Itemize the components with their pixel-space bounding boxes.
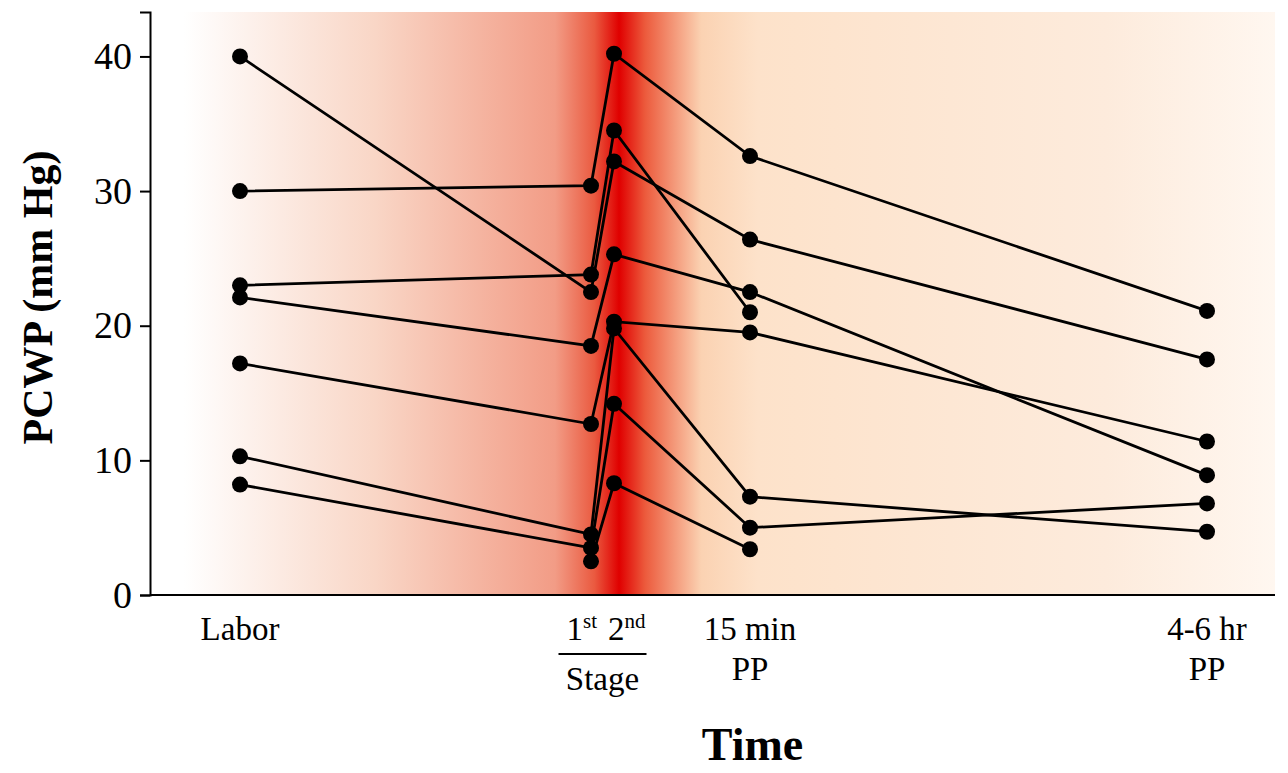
x-tick-label: 4-6 hrPP (1167, 611, 1247, 687)
x-axis-line (150, 594, 1275, 596)
data-point (583, 416, 599, 432)
x-tick-label: 1st (566, 609, 597, 647)
data-point (232, 448, 248, 464)
y-tick: 0 (113, 574, 150, 616)
y-tick-mark (140, 460, 150, 462)
y-tick: 10 (94, 439, 150, 481)
data-point (232, 183, 248, 199)
y-tick-label: 30 (94, 170, 132, 212)
y-axis-title: PCWP (mm Hg) (15, 151, 62, 445)
data-point (1199, 351, 1215, 367)
data-point (606, 46, 622, 62)
chart: 0 10 20 30 40 Labor 1st 2nd 15 minPP 4-6 hrPP Stag… (0, 0, 1288, 773)
x-tick-label: Labor (201, 611, 280, 647)
y-axis: 0 10 20 30 40 (94, 13, 151, 616)
y-tick-label: 0 (113, 574, 132, 616)
data-point (583, 553, 599, 569)
data-point (1199, 434, 1215, 450)
data-point (232, 289, 248, 305)
data-point (742, 520, 758, 536)
data-point (742, 232, 758, 248)
data-point (742, 489, 758, 505)
data-point (742, 541, 758, 557)
y-tick-mark (140, 595, 150, 597)
series-line (240, 54, 1207, 311)
data-point (583, 178, 599, 194)
data-point (742, 304, 758, 320)
data-point (232, 477, 248, 493)
data-point (583, 284, 599, 300)
x-tick-label: 15 minPP (704, 611, 797, 687)
y-tick: 30 (94, 170, 150, 212)
y-tick-mark (140, 325, 150, 327)
y-tick: 40 (94, 35, 150, 77)
data-point (583, 338, 599, 354)
y-tick: 20 (94, 304, 150, 346)
series-line (240, 322, 1207, 442)
x-tick-label: 2nd (608, 609, 646, 647)
data-point (606, 396, 622, 412)
data-point (606, 320, 622, 336)
data-point (1199, 524, 1215, 540)
plot-area (232, 46, 1215, 570)
data-point (232, 355, 248, 371)
data-point (1199, 495, 1215, 511)
data-point (232, 48, 248, 64)
y-axis-line (140, 13, 151, 596)
series-line (240, 254, 1207, 475)
data-point (1199, 467, 1215, 483)
series-line (591, 483, 750, 561)
plot-background (150, 12, 1275, 595)
x-axis-title: Time (702, 719, 803, 770)
data-point (742, 324, 758, 340)
data-point (583, 267, 599, 283)
series-line (240, 56, 1207, 359)
series-line (240, 130, 750, 312)
series-line (240, 404, 1207, 548)
y-tick-label: 40 (94, 35, 132, 77)
y-tick-mark (140, 191, 150, 193)
annotation: Stage (566, 661, 639, 697)
data-point (1199, 303, 1215, 319)
data-point (606, 475, 622, 491)
data-point (606, 122, 622, 138)
data-point (742, 148, 758, 164)
x-axis: Labor 1st 2nd 15 minPP 4-6 hrPP (201, 609, 1247, 687)
y-tick-label: 10 (94, 439, 132, 481)
y-tick-label: 20 (94, 304, 132, 346)
stage-bracket (559, 653, 647, 655)
data-point (606, 246, 622, 262)
y-tick-mark (140, 56, 150, 58)
data-point (742, 284, 758, 300)
